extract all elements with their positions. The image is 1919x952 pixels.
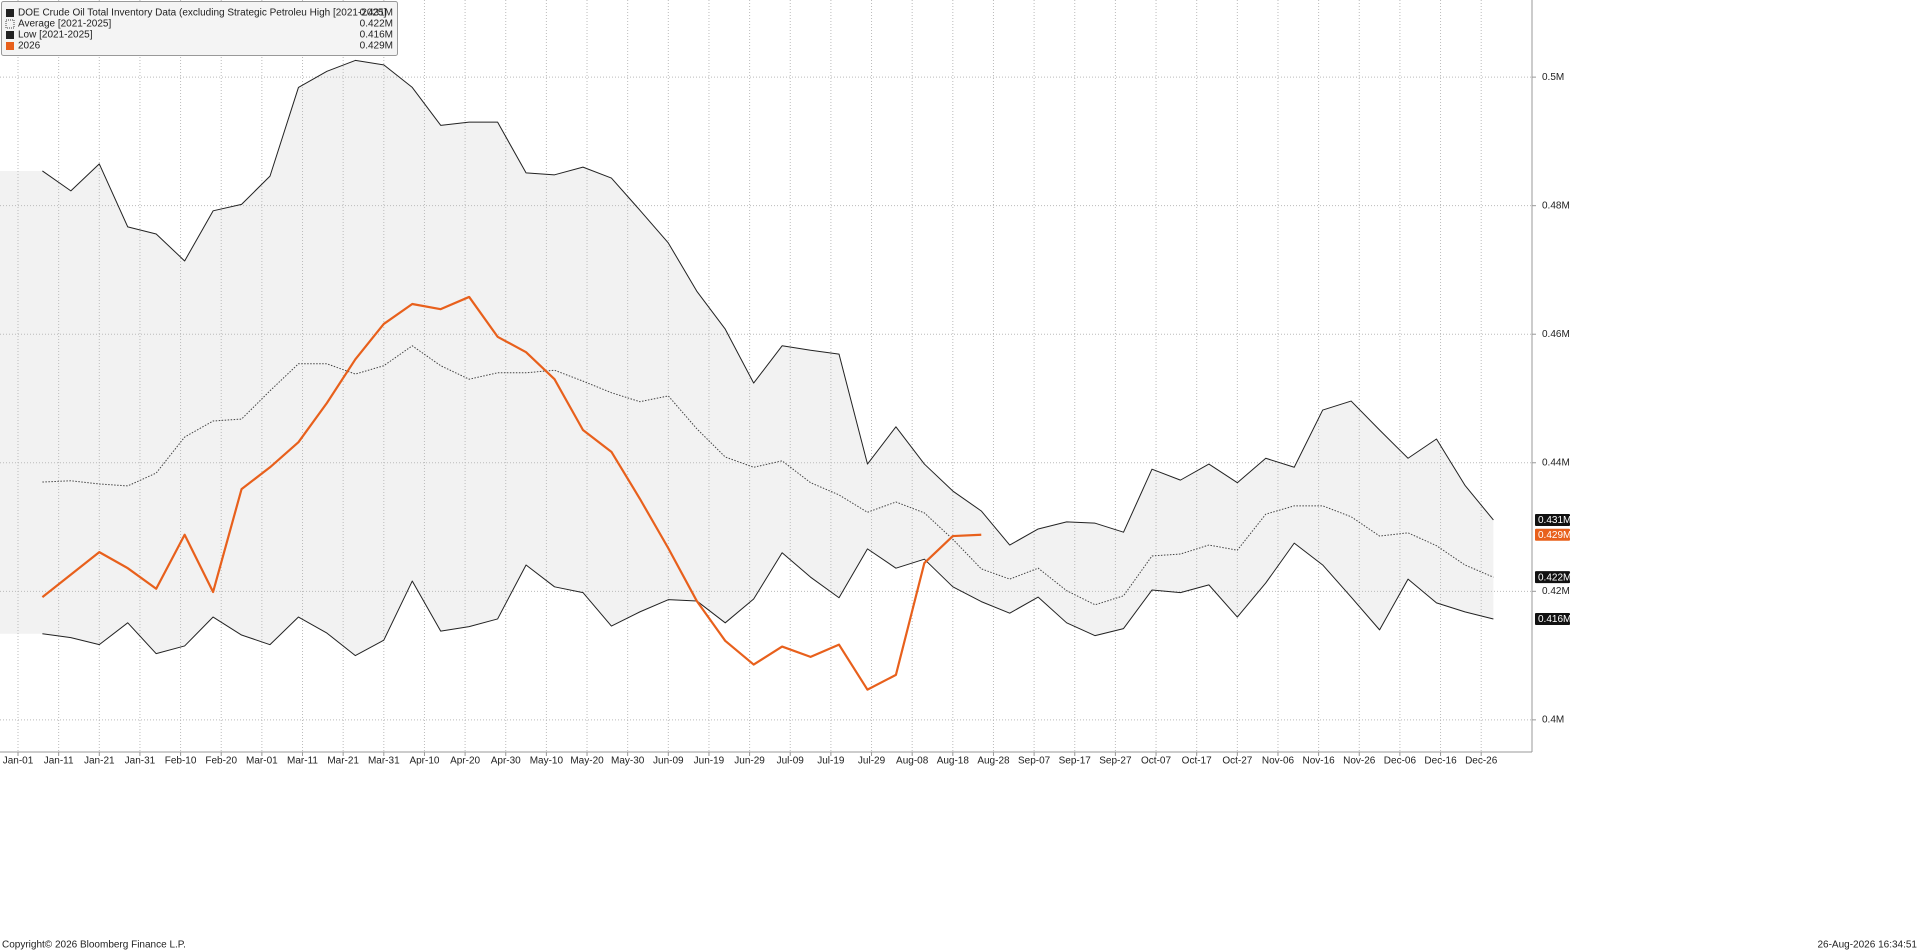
- x-tick-label: Apr-30: [491, 756, 521, 767]
- series-line: [41, 295, 982, 691]
- timestamp: 26-Aug-2026 16:34:51: [1817, 940, 1917, 951]
- legend: DOE Crude Oil Total Inventory Data (excl…: [1, 1, 398, 56]
- x-tick-label: Mar-01: [246, 756, 278, 767]
- x-tick-label: Feb-10: [165, 756, 197, 767]
- y-tick-label: 0.5M: [1542, 72, 1564, 83]
- value-badge-bg: [1535, 513, 1570, 526]
- y-tick-label: 0.48M: [1542, 200, 1570, 211]
- x-tick-label: Dec-16: [1424, 756, 1457, 767]
- x-tick-label: Jan-31: [125, 756, 156, 767]
- y-tick-label: 0.46M: [1542, 329, 1570, 340]
- x-tick-label: Jun-09: [653, 756, 684, 767]
- source: Copyright© 2026 Bloomberg Finance L.P.: [2, 940, 186, 951]
- y-tick-label: 0.42M: [1542, 586, 1570, 597]
- legend-box: [1, 1, 398, 56]
- x-tick-label: Aug-18: [937, 756, 970, 767]
- legend-swatch: [6, 42, 14, 50]
- series-line: [42, 59, 1494, 546]
- x-tick-label: Jan-11: [44, 756, 74, 767]
- value-badge: 0.416M: [1535, 612, 1571, 625]
- line-layer: [41, 59, 1494, 691]
- x-tick-label: May-10: [530, 756, 564, 767]
- x-tick-label: May-30: [611, 756, 645, 767]
- value-badge-bg: [1535, 612, 1570, 625]
- x-tick-label: Jun-29: [734, 756, 765, 767]
- x-tick-label: Jun-19: [694, 756, 725, 767]
- x-tick-label: Dec-26: [1465, 756, 1498, 767]
- legend-label: 2026: [18, 41, 41, 52]
- x-tick-label: Oct-07: [1141, 756, 1171, 767]
- x-tick-label: Mar-11: [287, 756, 318, 767]
- value-badge-label: 0.422M: [1538, 572, 1571, 583]
- x-tick-label: Oct-27: [1222, 756, 1252, 767]
- grid-layer: [0, 0, 1532, 752]
- value-badge-label: 0.431M: [1538, 515, 1571, 526]
- y-tick-label: 0.4M: [1542, 715, 1564, 726]
- x-tick-label: Apr-10: [409, 756, 439, 767]
- legend-label: DOE Crude Oil Total Inventory Data (excl…: [18, 8, 387, 19]
- x-tick-label: Dec-06: [1384, 756, 1417, 767]
- x-tick-label: Nov-16: [1302, 756, 1335, 767]
- x-tick-label: Nov-06: [1262, 756, 1295, 767]
- range-band: [0, 60, 1494, 656]
- x-tick-label: Jul-09: [777, 756, 805, 767]
- x-tick-label: Sep-17: [1059, 756, 1092, 767]
- value-badge: 0.429M: [1535, 528, 1571, 541]
- x-tick-label: Feb-20: [205, 756, 237, 767]
- x-tick-label: Oct-17: [1182, 756, 1212, 767]
- legend-label: Average [2021-2025]: [18, 19, 111, 30]
- legend-swatch: [5, 19, 15, 29]
- legend-value: 0.429M: [360, 41, 393, 52]
- value-badge-label: 0.429M: [1538, 530, 1571, 541]
- value-badge: 0.422M: [1535, 571, 1571, 583]
- x-tick-label: Apr-20: [450, 756, 480, 767]
- x-tick-label: May-20: [570, 756, 604, 767]
- legend-value: 0.431M: [360, 8, 393, 19]
- x-tick-label: Sep-27: [1099, 756, 1132, 767]
- legend-swatch: [6, 9, 14, 17]
- legend-value: 0.422M: [360, 19, 393, 30]
- x-tick-label: Jul-19: [817, 756, 845, 767]
- x-tick-label: Aug-28: [977, 756, 1010, 767]
- legend-value: 0.416M: [360, 30, 393, 41]
- x-tick-label: Nov-26: [1343, 756, 1376, 767]
- x-tick-label: Jul-29: [858, 756, 886, 767]
- value-badge-label: 0.416M: [1538, 614, 1571, 625]
- series-line: [42, 542, 1494, 657]
- x-tick-label: Jan-01: [3, 756, 34, 767]
- x-tick-label: Jan-21: [84, 756, 115, 767]
- y-tick-label: 0.44M: [1542, 457, 1570, 468]
- legend-label: Low [2021-2025]: [18, 30, 93, 41]
- x-tick-label: Sep-07: [1018, 756, 1051, 767]
- value-badge-bg: [1535, 571, 1570, 584]
- legend-swatch: [6, 31, 14, 39]
- value-badge: 0.431M: [1535, 513, 1571, 526]
- x-tick-label: Mar-31: [368, 756, 400, 767]
- value-badge-bg: [1535, 528, 1570, 541]
- band-layer: [0, 60, 1494, 656]
- x-tick-label: Mar-21: [327, 756, 359, 767]
- x-tick-label: Aug-08: [896, 756, 929, 767]
